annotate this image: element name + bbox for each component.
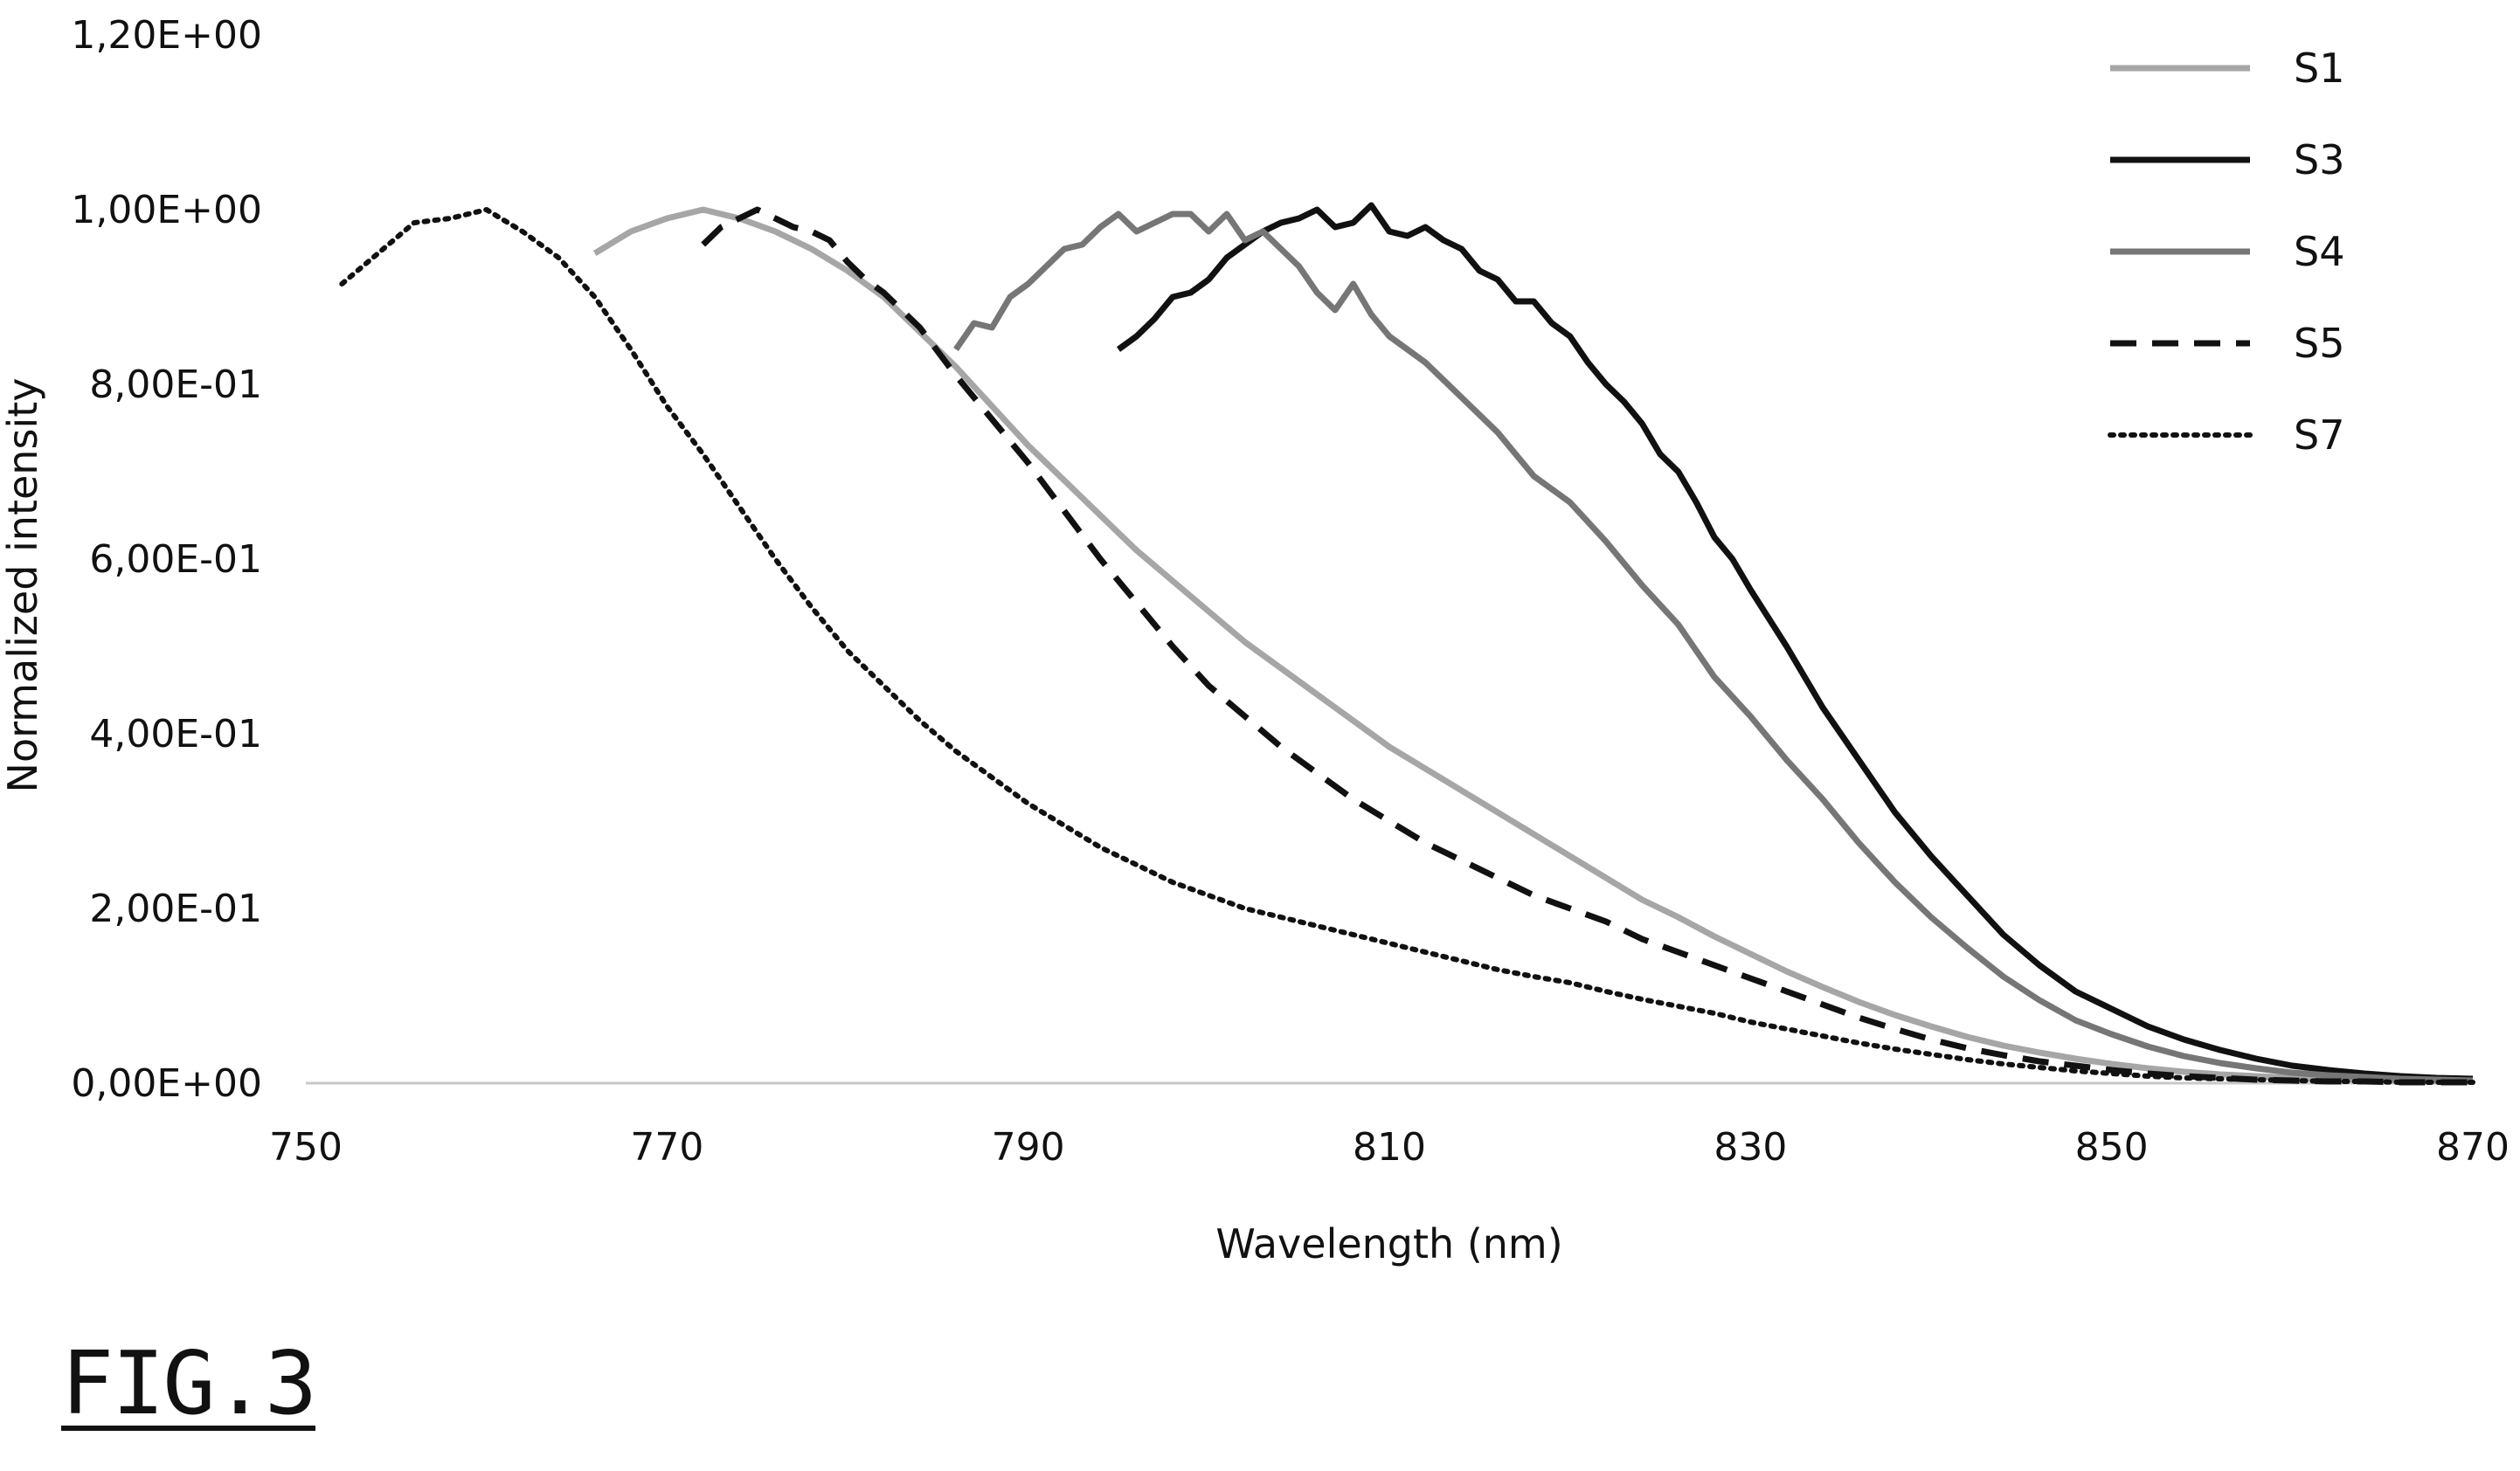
x-tick-label: 850 [2075, 1125, 2149, 1170]
y-tick-label: 2,00E-01 [89, 887, 262, 931]
y-tick-label: 0,00E+00 [71, 1061, 262, 1106]
series-line-s3 [1116, 202, 2474, 1082]
legend-label-s1: S1 [2294, 45, 2344, 92]
x-axis-ticks: 750 770 790 810 830 850 870 [269, 1125, 2510, 1170]
x-tick-label: 770 [630, 1125, 703, 1170]
series-line-s1 [592, 206, 2473, 1085]
y-axis-ticks: 0,00E+00 2,00E-01 4,00E-01 6,00E-01 8,00E-01… [71, 13, 262, 1106]
y-tick-label: 1,20E+00 [71, 13, 262, 58]
y-tick-label: 8,00E-01 [89, 363, 262, 407]
x-tick-label: 830 [1713, 1125, 1787, 1170]
legend-label-s3: S3 [2294, 136, 2344, 183]
y-tick-label: 1,00E+00 [71, 188, 262, 232]
x-tick-label: 750 [269, 1125, 343, 1170]
y-tick-label: 4,00E-01 [89, 712, 262, 756]
y-axis-title: Normalized intensity [0, 378, 46, 793]
series-line-s4 [953, 211, 2474, 1084]
x-axis-title: Wavelength (nm) [1215, 1220, 1562, 1267]
y-tick-label: 6,00E-01 [89, 537, 262, 582]
legend-label-s5: S5 [2294, 320, 2344, 367]
figure-label: FIG.3 [61, 1332, 317, 1434]
x-tick-label: 790 [992, 1125, 1065, 1170]
legend-label-s7: S7 [2294, 411, 2344, 459]
x-tick-label: 870 [2436, 1125, 2510, 1170]
legend-label-s4: S4 [2294, 228, 2344, 275]
series-line-s7 [339, 207, 2475, 1085]
x-tick-label: 810 [1353, 1125, 1426, 1170]
legend: S1 S3 S4 S5 S7 [2108, 45, 2344, 459]
series-layer [339, 202, 2475, 1086]
